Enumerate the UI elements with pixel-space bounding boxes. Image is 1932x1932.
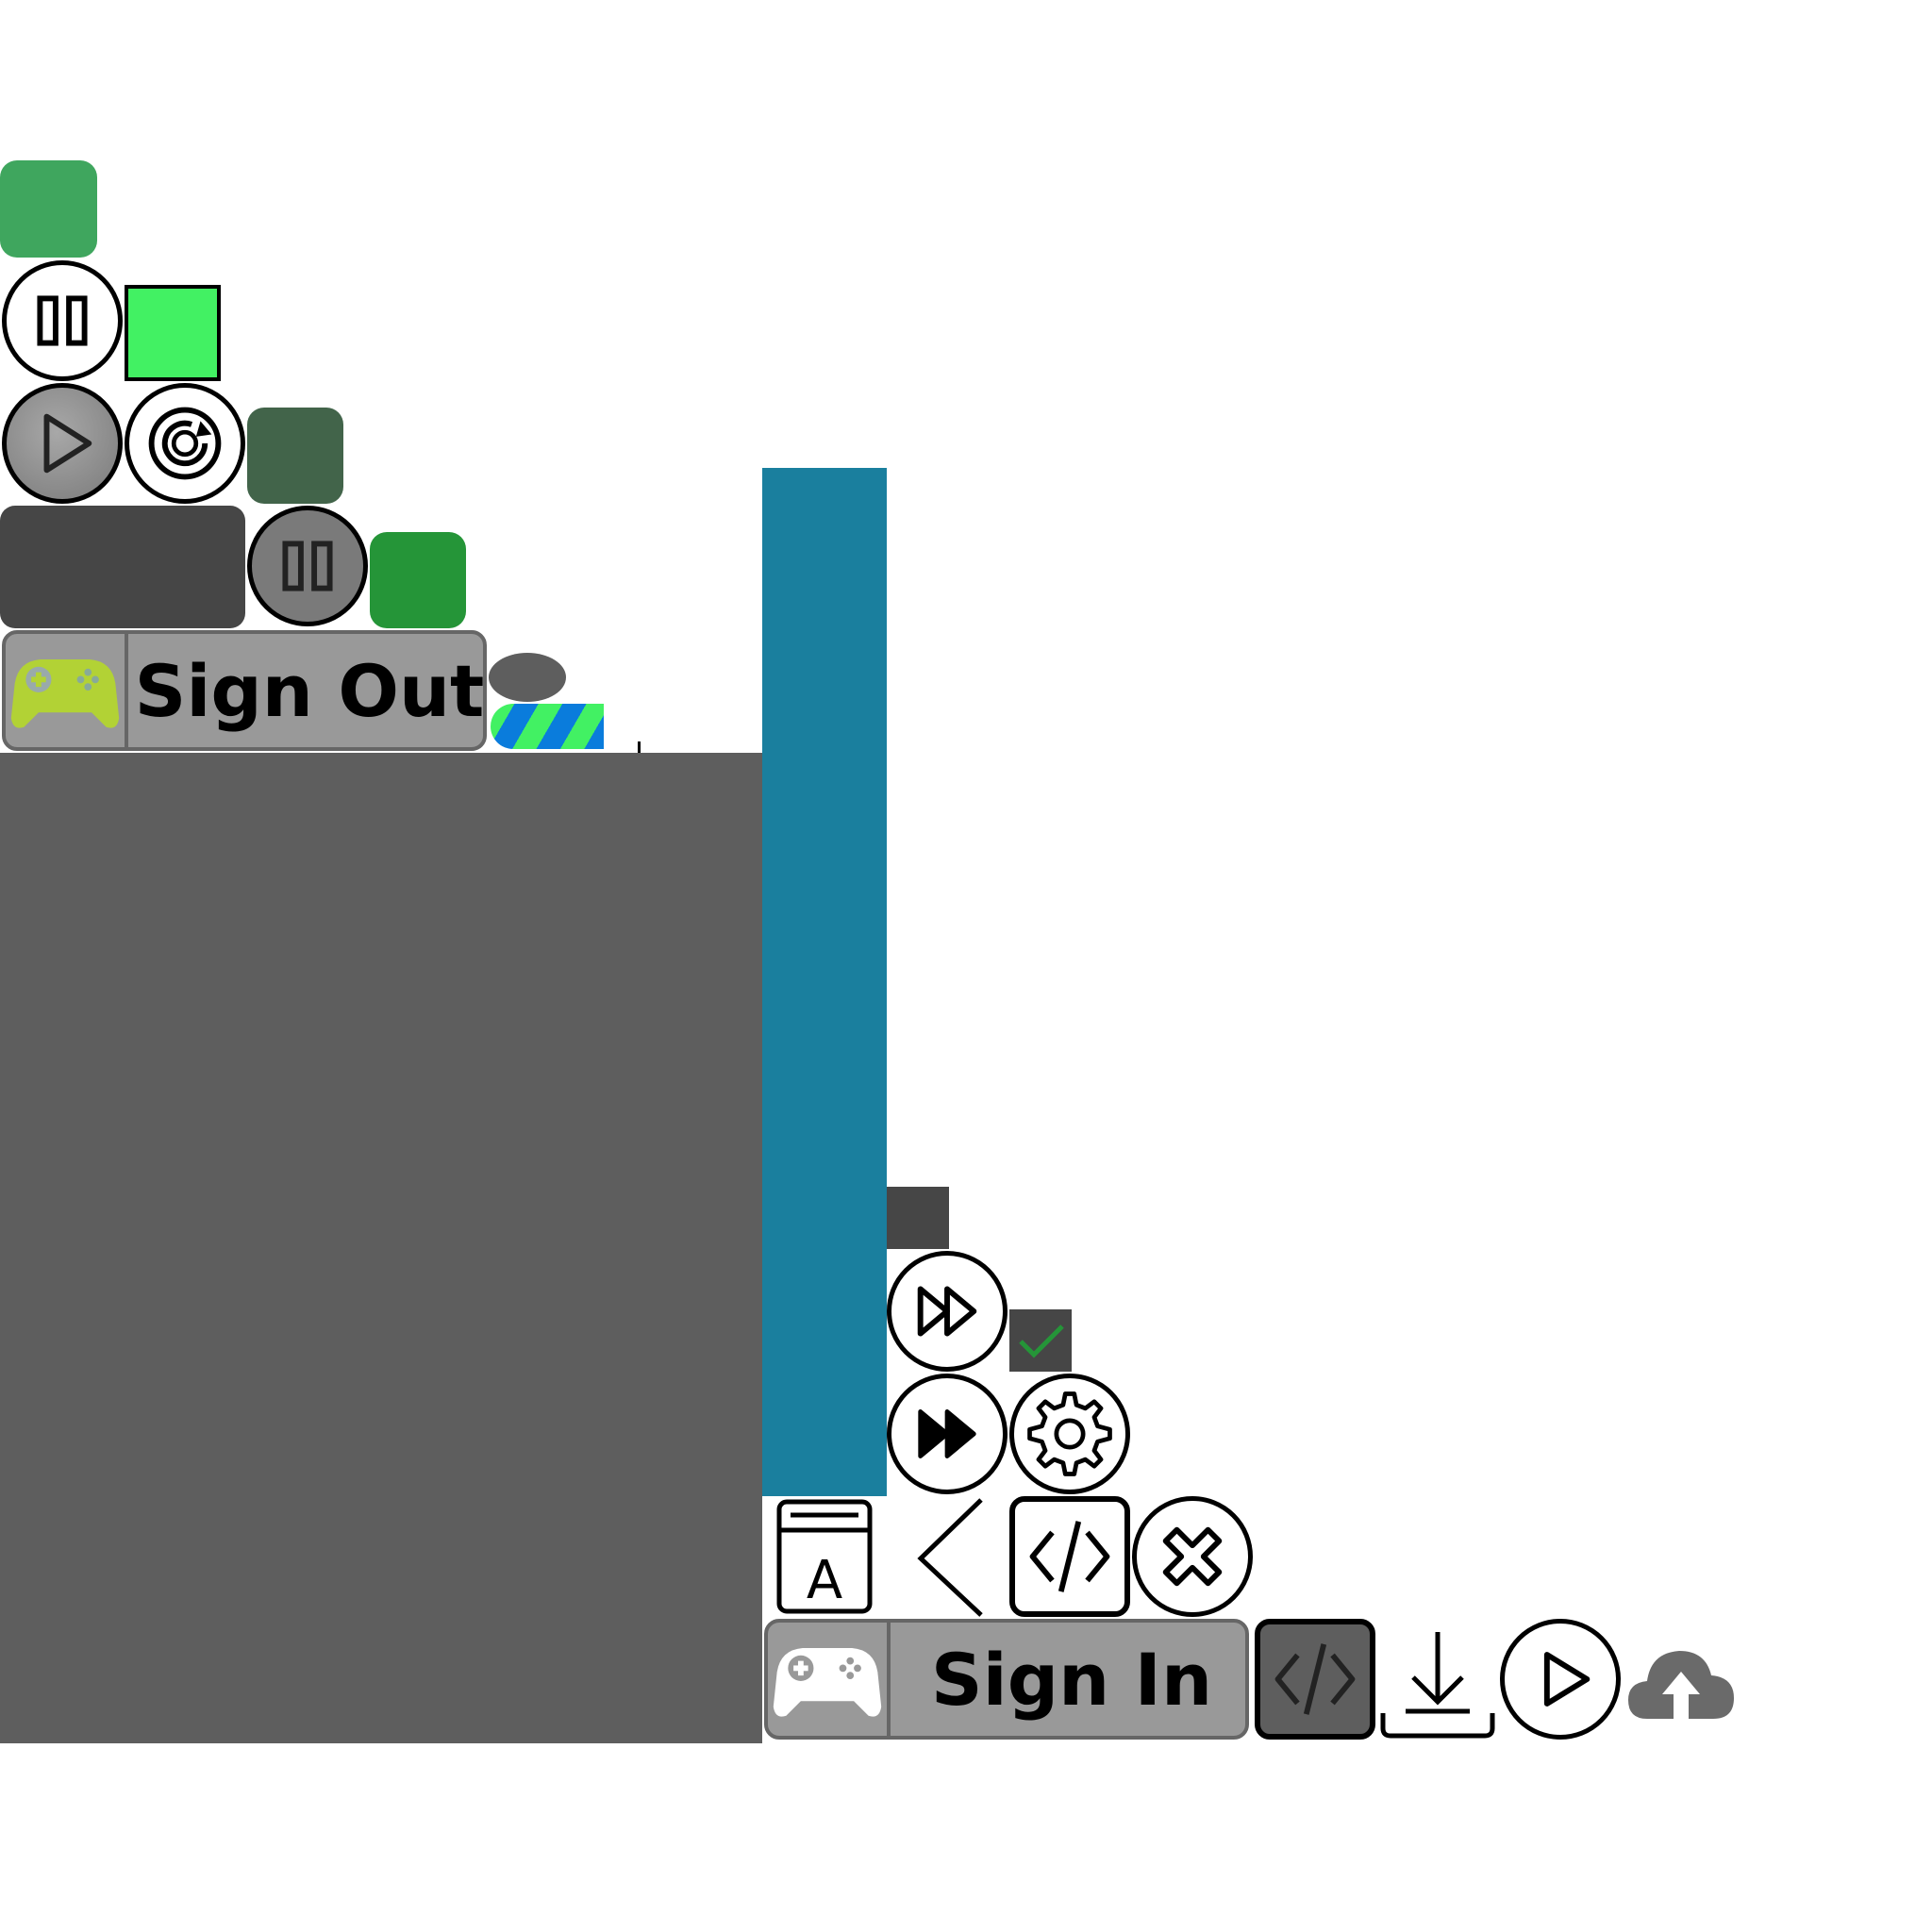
settings-button[interactable] <box>1009 1374 1130 1494</box>
chevron-left-icon <box>917 1498 983 1617</box>
sign-out-label: Sign Out <box>134 648 485 733</box>
code-button[interactable] <box>1009 1496 1130 1617</box>
green-tile-top <box>0 160 97 258</box>
teal-bar <box>762 468 887 1496</box>
font-button[interactable]: A <box>774 1496 877 1617</box>
play-icon <box>43 413 92 474</box>
large-gray-panel <box>0 753 762 1743</box>
fast-forward-button[interactable] <box>887 1251 1008 1372</box>
download-icon <box>1380 1632 1495 1739</box>
play-icon-outline <box>1543 1652 1591 1707</box>
gamepad-icon-cell-2 <box>768 1623 891 1736</box>
code-icon-dark <box>1274 1643 1356 1715</box>
dark-panel <box>0 506 245 628</box>
close-button[interactable] <box>1132 1496 1253 1617</box>
download-button[interactable] <box>1377 1619 1498 1740</box>
sign-in-label: Sign In <box>930 1637 1213 1722</box>
font-icon: A <box>776 1499 873 1614</box>
play-button-outline[interactable] <box>1500 1619 1621 1740</box>
cloud-upload-button[interactable] <box>1624 1641 1738 1726</box>
striped-progress-bar <box>491 704 604 749</box>
svg-text:A: A <box>807 1550 842 1611</box>
fast-forward-solid-button[interactable] <box>887 1374 1008 1494</box>
code-icon <box>1029 1521 1110 1592</box>
tick-mark <box>638 741 641 755</box>
checkbox[interactable] <box>1009 1309 1072 1372</box>
pause-icon-gray <box>282 541 333 591</box>
play-button[interactable] <box>2 383 123 504</box>
gamepad-icon <box>10 659 120 728</box>
restart-icon <box>148 407 222 480</box>
cloud-upload-icon <box>1628 1651 1734 1719</box>
green-square-bright <box>125 285 221 381</box>
sign-out-button[interactable]: Sign Out <box>2 630 487 751</box>
green-tile-dark <box>247 408 343 504</box>
dark-square <box>887 1187 949 1249</box>
pause-icon <box>37 295 88 346</box>
restart-button[interactable] <box>125 383 245 504</box>
code-button-dark[interactable] <box>1255 1619 1375 1740</box>
check-icon <box>1019 1324 1064 1358</box>
gamepad-icon-cell <box>6 634 128 747</box>
fast-forward-solid-icon <box>918 1409 976 1458</box>
green-tile-3 <box>370 532 466 628</box>
gamepad-icon <box>773 1648 882 1717</box>
pause-button[interactable] <box>2 260 123 381</box>
pause-button-gray[interactable] <box>247 506 368 626</box>
gray-oval <box>489 653 566 702</box>
sign-in-button[interactable]: Sign In <box>764 1619 1249 1740</box>
fast-forward-outline-icon <box>917 1286 977 1337</box>
back-button[interactable] <box>887 1496 1008 1617</box>
close-icon <box>1162 1526 1223 1587</box>
gear-icon <box>1027 1391 1112 1476</box>
